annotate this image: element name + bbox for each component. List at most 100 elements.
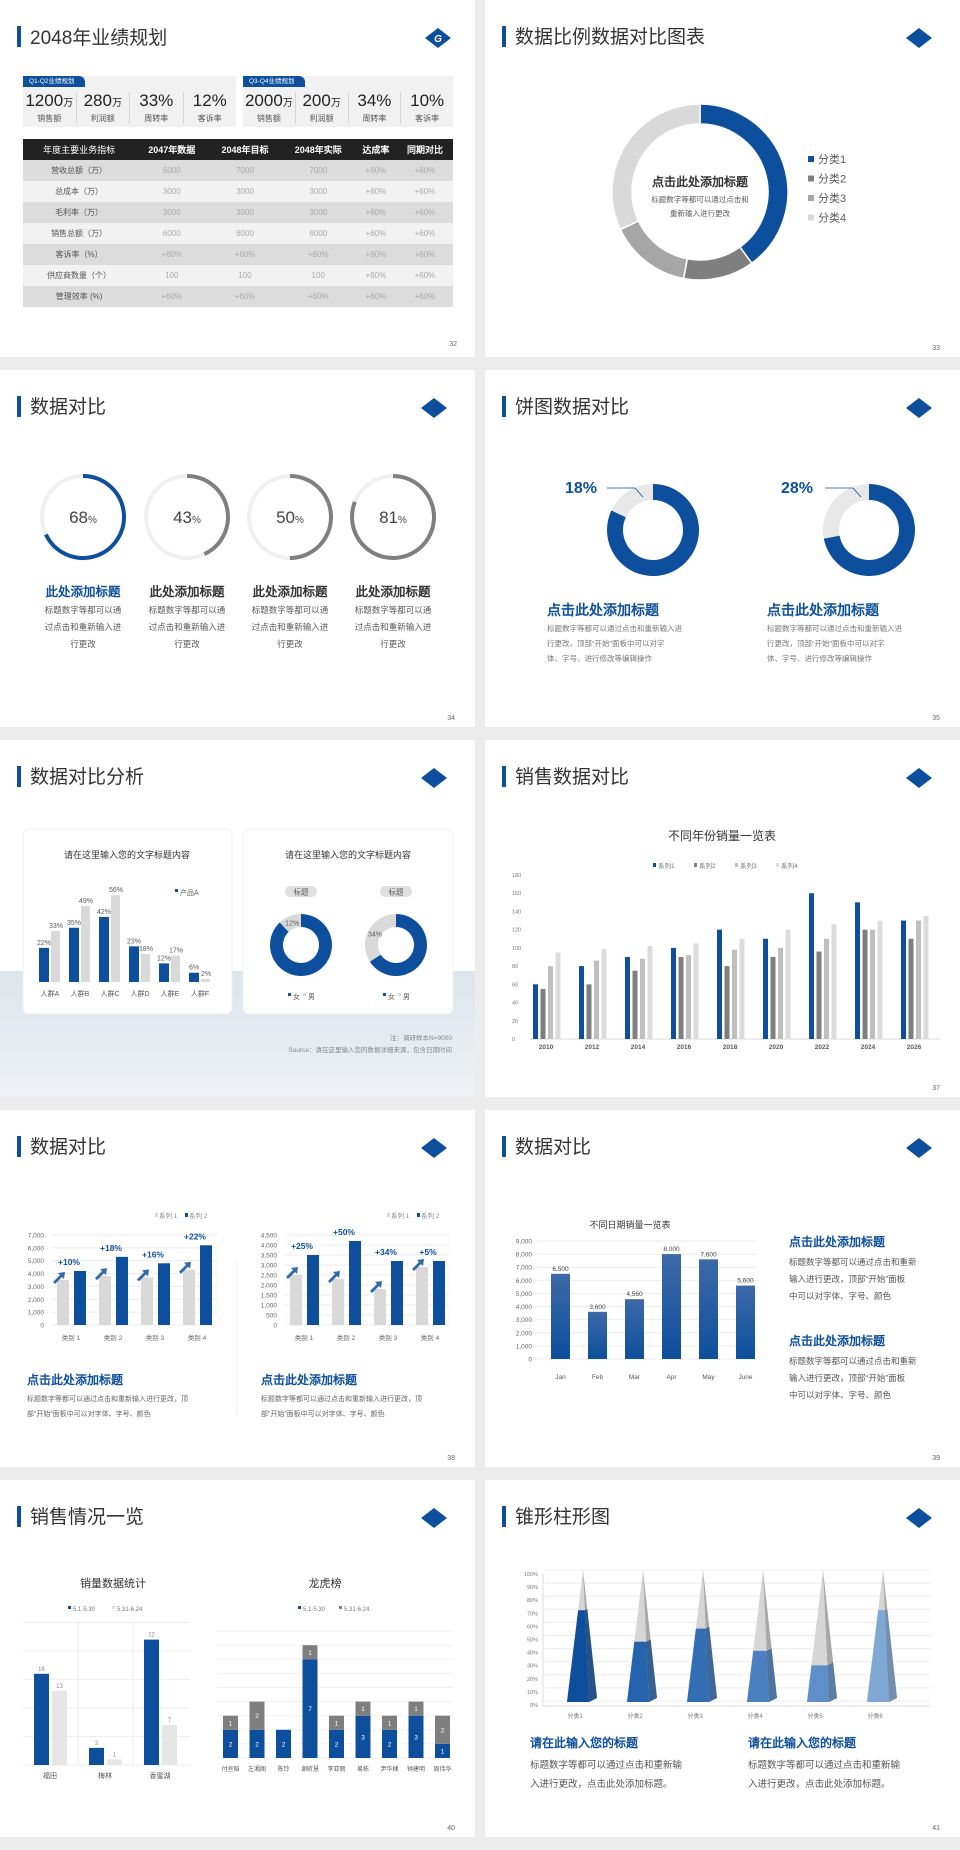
table-cell: 毛利率（万） [23,202,136,223]
table-cell: +60% [396,160,453,181]
item-title: 点击此处添加标题 [789,1234,886,1249]
y-tick-label: 8,000 [516,1252,533,1259]
y-tick-label: 40% [527,1651,538,1657]
legend-label: 系列1 [658,861,675,870]
pyramid-shade [646,1639,657,1702]
slide-37: 销售数据对比 37 不同年份销量一览表 0 20 40 60 80 100 120 140 160 18… [485,740,960,1097]
pyramid-value-side [584,1609,597,1702]
legend-swatch [735,863,738,867]
slide-title: 数据比例数据对比图表 [515,26,705,48]
category-label: 周伟华 [433,1765,451,1773]
segment-label: 3 [414,1734,418,1741]
segment-label: 7 [308,1706,312,1713]
pyramid-shade [766,1648,777,1702]
y-tick-label: 0 [528,1357,532,1364]
segment-label: 1 [361,1706,365,1713]
y-tick-label: 7,000 [516,1265,533,1272]
column-header: 年度主要业务指标 [23,139,136,160]
bar-value-label: 33% [49,923,63,930]
category-label: 香蜜湖 [150,1771,171,1780]
bar [99,916,109,982]
bar [632,970,638,1039]
growth-label: +5% [419,1247,437,1257]
table-cell: +60% [354,265,397,286]
y-tick-label: 4,000 [516,1304,533,1311]
donut-label: 12% [285,921,299,928]
page-number: 38 [447,1455,455,1462]
bar-value-label: 17% [169,948,183,955]
stat-value-line: 12% [184,92,237,113]
stat-value: 200 [302,91,331,110]
y-tick-label: 3,000 [261,1263,278,1270]
category-label: 类别 1 [62,1333,81,1342]
ring-value-number: 81 [379,508,398,527]
bar [662,1254,681,1359]
y-tick-label: 60% [527,1624,538,1630]
bar [816,951,822,1039]
y-tick-label: 140 [512,909,521,915]
slide-title: 数据对比 [515,1136,591,1158]
bar [724,966,730,1039]
pyramid-value-front [747,1650,769,1702]
bar-series-2 [433,1261,445,1325]
slide-39: 数据对比 39 不同日期销量一览表 0 1,000 2,000 3,000 4,000 5,00… [485,1110,960,1467]
stat-label: 周转率 [362,114,387,123]
bar [201,978,210,982]
bar [916,920,921,1039]
category-label: 易栋 [357,1765,369,1773]
y-tick-label: 70% [527,1611,538,1617]
segment-label: 1 [308,1650,312,1657]
category-label: 李亚丽 [327,1765,345,1773]
bar-series-1 [141,1277,153,1325]
y-tick-label: 100% [524,1572,538,1578]
bar [171,955,180,982]
table-cell: +60% [396,286,453,307]
item-body: 行更改，顶部“开始”面板中可以对字 [547,638,665,648]
donut-main-slice [607,484,699,576]
y-tick-label: 1,000 [516,1343,533,1350]
table-row: 管理效率 (%) +60% +60% +60% +60% +60% [23,286,453,307]
pyramid-value-front [867,1610,889,1702]
legend-swatch [288,993,291,996]
slide-title: 2048年业绩规划 [30,28,168,49]
bar-value-label: 6% [189,965,199,972]
item-body: 过点击和重新输入进 [149,622,226,632]
table-cell: 6000 [135,160,209,181]
y-tick-label: 2,500 [261,1273,278,1280]
pyramid-shade [705,1626,717,1702]
bar-value-label: 12% [157,955,171,962]
growth-arrow-icon [286,1267,298,1279]
bar-value-label: 22% [37,940,51,947]
item-body: 过点击和重新输入进 [45,622,122,632]
chart-title: 销量数据统计 [80,1576,146,1590]
item-body: 标题数字等都可以通过点击和重新输 [748,1759,901,1771]
legend-swatch [776,863,779,867]
category-label: 人群A [41,989,60,998]
bar [647,946,653,1039]
note-text: 注：调研样本N=9000 [390,1033,452,1042]
item-body: 标题数字等都可以通过点击和重新输入进 [767,623,902,633]
page-number: 37 [932,1085,940,1092]
bar [739,938,745,1039]
table-row: 毛利率（万） 3000 3000 3000 +60% +60% [23,202,453,223]
bar [601,948,607,1039]
table-cell: 3000 [281,181,355,202]
legend-label: 产品A [180,888,199,897]
title-accent-bar [502,1136,506,1157]
bar-segment-2 [435,1715,450,1744]
table-cell: +60% [396,265,453,286]
stat-value: 2000 [244,91,283,110]
legend-label: 系列2 [699,861,716,870]
segment-label: 2 [282,1741,286,1748]
bar-value-label: 35% [67,920,81,927]
stat-value-line: 200万 [296,92,348,113]
legend-label: 5.31-6.24 [344,1607,370,1613]
category-label: 人群C [100,989,119,998]
bar [717,929,722,1039]
x-tick-label: 2010 [539,1044,554,1051]
bar-series-1 [183,1269,195,1325]
item-title: 点击此处添加标题 [767,602,880,618]
bar [551,1273,570,1359]
category-label: 福田 [43,1771,57,1780]
pyramid-shade [884,1609,897,1702]
